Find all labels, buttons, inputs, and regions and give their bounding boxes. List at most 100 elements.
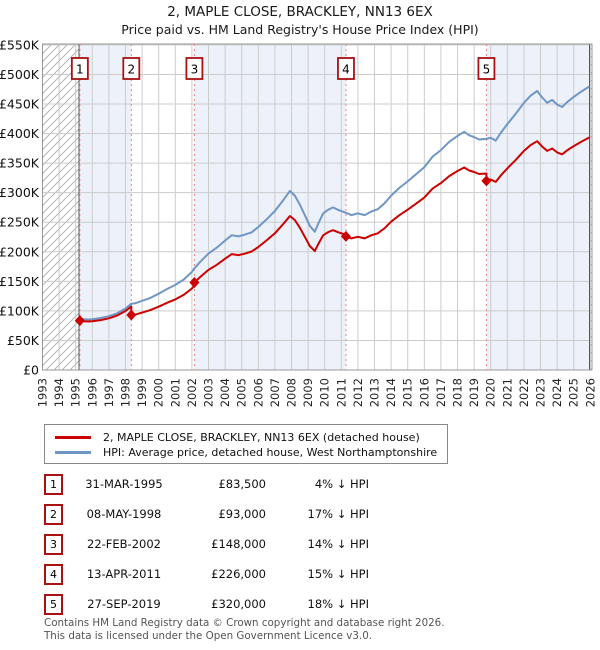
- footer-line-2: This data is licensed under the Open Gov…: [44, 629, 373, 642]
- sale-number-box-label: 5: [483, 63, 491, 77]
- x-axis-label: 2024: [550, 378, 564, 407]
- sale-row-3: 3 22-FEB-2002 £148,000 14% ↓ HPI: [44, 534, 384, 555]
- footer: Contains HM Land Registry data © Crown c…: [44, 617, 584, 643]
- sale-marker-diamond: [74, 315, 85, 327]
- x-axis-label: 2010: [318, 378, 332, 407]
- sale-number-badge: 1: [44, 474, 63, 495]
- sale-price: £226,000: [211, 567, 266, 581]
- sale-number-box-label: 2: [127, 63, 135, 77]
- sale-number-box: [185, 57, 204, 80]
- sale-number-badge: 4: [44, 564, 63, 585]
- legend-line-swatch: [55, 436, 91, 439]
- sale-number-box: [70, 57, 89, 80]
- sale-row-1: 1 31-MAR-1995 £83,500 4% ↓ HPI: [44, 474, 384, 495]
- sale-number-box: [337, 57, 355, 80]
- y-axis-label: £150K: [0, 274, 40, 289]
- legend-label: HPI: Average price, detached house, West…: [103, 446, 438, 459]
- sale-number-box: [477, 57, 496, 80]
- x-axis-label: 2006: [251, 378, 265, 407]
- y-axis-label: £0: [23, 363, 39, 378]
- y-axis-label: £50K: [7, 333, 40, 348]
- legend-row-2: HPI: Average price, detached house, West…: [55, 445, 447, 460]
- x-axis-label: 2026: [583, 378, 597, 407]
- sale-number-badge: 3: [44, 534, 63, 555]
- x-axis-label: 2020: [484, 378, 498, 407]
- sale-marker-diamond: [481, 175, 492, 187]
- x-axis-label: 1999: [135, 378, 149, 407]
- y-axis-label: £550K: [0, 37, 40, 52]
- chart-title: 2, MAPLE CLOSE, BRACKLEY, NN13 6EX: [167, 4, 433, 20]
- y-axis-label: £350K: [0, 156, 40, 171]
- legend-line-swatch: [55, 451, 91, 454]
- x-axis-label: 2023: [534, 378, 548, 407]
- legend-label: 2, MAPLE CLOSE, BRACKLEY, NN13 6EX (deta…: [103, 431, 420, 444]
- x-axis-label: 2000: [152, 378, 166, 407]
- sale-marker-diamond: [340, 230, 351, 242]
- y-axis-label: £300K: [0, 185, 40, 200]
- legend-row-1: 2, MAPLE CLOSE, BRACKLEY, NN13 6EX (deta…: [55, 430, 447, 445]
- x-axis-label: 2011: [334, 378, 348, 407]
- x-axis-label: 2009: [301, 378, 315, 407]
- x-axis-label: 2016: [417, 378, 431, 407]
- sale-vs-hpi: 17% ↓ HPI: [307, 507, 369, 521]
- sale-vs-hpi: 4% ↓ HPI: [314, 477, 369, 491]
- sale-row-2: 2 08-MAY-1998 £93,000 17% ↓ HPI: [44, 504, 384, 525]
- y-axis-label: £450K: [0, 96, 40, 111]
- x-axis-label: 1993: [36, 378, 50, 407]
- x-axis-label: 2025: [567, 378, 581, 407]
- sale-marker-diamond: [126, 309, 137, 321]
- x-axis-label: 2005: [235, 378, 249, 407]
- ownership-band: [79, 44, 132, 370]
- sale-date: 31-MAR-1995: [85, 477, 163, 491]
- ownership-band: [194, 44, 346, 370]
- sale-number-box-label: 1: [76, 63, 84, 77]
- price-chart: 1 2 3 4 5 £0 £50K £100K £150K £200K £250K £300K £350…: [0, 37, 597, 407]
- x-axis-label: 2002: [185, 378, 199, 407]
- y-axis-label: £500K: [0, 67, 40, 82]
- x-axis-label: 1998: [119, 378, 133, 407]
- x-axis-label: 2012: [351, 378, 365, 407]
- x-axis-label: 2007: [268, 378, 282, 407]
- sale-number-badge: 5: [44, 594, 63, 615]
- x-axis-label: 2001: [168, 378, 182, 407]
- sale-vs-hpi: 18% ↓ HPI: [307, 597, 369, 611]
- sale-price: £83,500: [218, 477, 266, 491]
- sales-table: 1 31-MAR-1995 £83,500 4% ↓ HPI 2 08-MAY-1998 £…: [44, 474, 384, 624]
- x-axis-label: 2019: [467, 378, 481, 407]
- x-axis-label: 1996: [85, 378, 99, 407]
- sale-number-box-label: 3: [191, 63, 199, 77]
- y-axis-label: £100K: [0, 303, 40, 318]
- footer-line-1: Contains HM Land Registry data © Crown c…: [44, 617, 445, 629]
- sale-date: 27-SEP-2019: [87, 597, 161, 611]
- plot-border: [42, 43, 593, 371]
- x-axis-label: 2015: [401, 378, 415, 407]
- y-axis-label: £200K: [0, 244, 40, 259]
- x-axis-label: 2022: [517, 378, 531, 407]
- x-axis-label: 2014: [384, 378, 398, 407]
- sale-price: £93,000: [218, 507, 266, 521]
- sale-row-4: 4 13-APR-2011 £226,000 15% ↓ HPI: [44, 564, 384, 585]
- sale-vs-hpi: 14% ↓ HPI: [307, 537, 369, 551]
- sale-row-5: 5 27-SEP-2019 £320,000 18% ↓ HPI: [44, 594, 384, 615]
- y-axis-label: £250K: [0, 215, 40, 230]
- sale-date: 22-FEB-2002: [87, 537, 161, 551]
- chart-subtitle: Price paid vs. HM Land Registry's House …: [121, 22, 479, 37]
- sale-date: 08-MAY-1998: [86, 507, 162, 521]
- sale-number-badge: 2: [44, 504, 63, 525]
- x-axis-label: 2018: [451, 378, 465, 407]
- y-axis-label: £400K: [0, 126, 40, 141]
- x-axis-label: 2003: [202, 378, 216, 407]
- x-axis-label: 1997: [102, 378, 116, 407]
- sale-marker-diamond: [189, 277, 200, 289]
- x-axis-label: 2013: [368, 378, 382, 407]
- hpi-line: [78, 85, 590, 321]
- x-axis-label: 2008: [285, 378, 299, 407]
- sale-price: £320,000: [211, 597, 266, 611]
- x-axis-label: 1995: [69, 378, 83, 407]
- price-paid-line: [78, 136, 590, 323]
- sale-price: £148,000: [211, 537, 266, 551]
- sale-vs-hpi: 15% ↓ HPI: [307, 567, 369, 581]
- sale-date: 13-APR-2011: [86, 567, 162, 581]
- x-axis-label: 2021: [500, 378, 514, 407]
- x-axis-label: 2017: [434, 378, 448, 407]
